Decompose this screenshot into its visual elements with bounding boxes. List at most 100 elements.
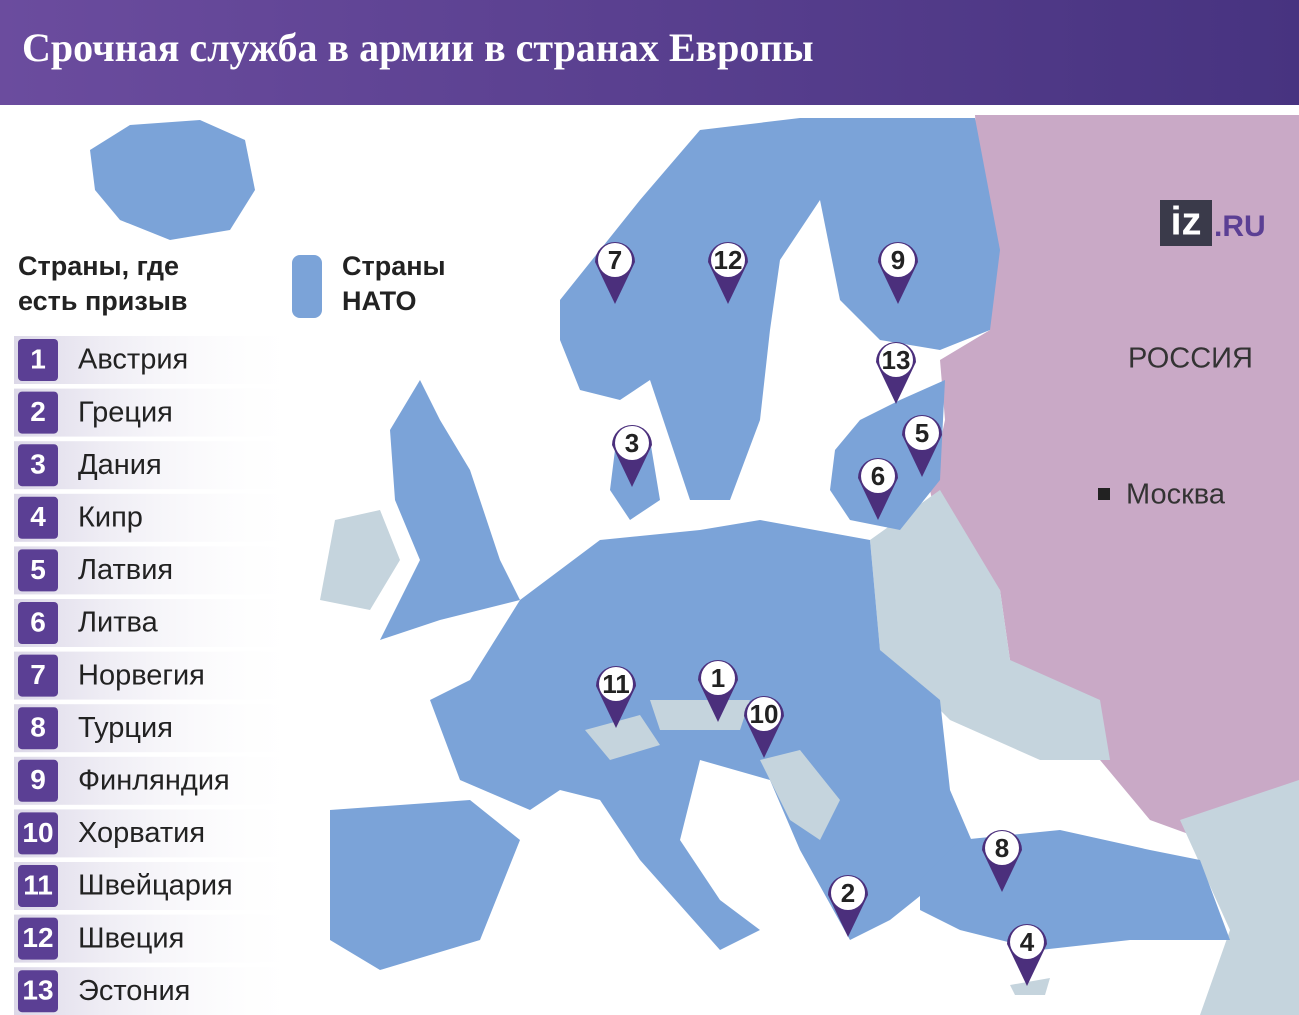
number-box xyxy=(18,917,58,960)
pin-label: 8 xyxy=(995,833,1009,863)
country-name: Швейцария xyxy=(78,870,233,902)
row-background xyxy=(14,388,304,437)
number-box xyxy=(18,391,58,434)
map: Москва РОССИЯ xyxy=(90,115,1299,1015)
pin-label: 12 xyxy=(714,245,743,275)
row-background xyxy=(14,967,304,1015)
country-name: Турция xyxy=(78,712,173,744)
row-background xyxy=(14,336,304,384)
pin-label: 5 xyxy=(915,418,929,448)
city-label: Москва xyxy=(1126,479,1226,511)
iceland xyxy=(90,120,255,240)
pin-face xyxy=(879,343,913,377)
row-background xyxy=(14,862,304,910)
number-box xyxy=(18,970,58,1013)
pin-label: 11 xyxy=(602,669,630,699)
great-britain xyxy=(380,380,520,640)
row-number: 13 xyxy=(22,975,53,1006)
row-background xyxy=(14,756,304,805)
row-background xyxy=(14,599,304,647)
row-background xyxy=(14,546,304,595)
number-box xyxy=(18,707,58,750)
row-number: 7 xyxy=(30,659,46,690)
country-name: Дания xyxy=(78,449,162,481)
pin-label: 1 xyxy=(711,663,725,693)
country-name: Кипр xyxy=(78,501,143,533)
row-number: 11 xyxy=(23,869,53,900)
row-number: 3 xyxy=(30,449,46,480)
row-number: 2 xyxy=(30,396,46,427)
number-box xyxy=(18,339,58,381)
row-number: 8 xyxy=(30,712,46,743)
pin-label: 7 xyxy=(608,245,622,275)
row-background xyxy=(14,809,304,858)
pin-face xyxy=(701,661,735,695)
pin-face xyxy=(905,416,939,450)
pin-face xyxy=(711,243,745,277)
pin-face xyxy=(599,667,633,701)
iberia xyxy=(330,800,520,970)
row-background xyxy=(14,651,304,700)
number-box xyxy=(18,549,58,592)
title: Срочная служба в армии в странах Европы xyxy=(22,25,814,70)
legend-conscription: Страны, где есть призыв xyxy=(18,251,187,316)
number-box xyxy=(18,654,58,697)
central-europe xyxy=(430,520,980,950)
row-number: 9 xyxy=(30,764,46,795)
country-name: Хорватия xyxy=(78,817,205,849)
country-name: Финляндия xyxy=(78,764,230,796)
logo-box xyxy=(1160,200,1212,246)
pin-label: 6 xyxy=(871,461,885,491)
pin-face xyxy=(881,243,915,277)
number-box xyxy=(18,444,58,487)
nato-swatch xyxy=(292,255,322,318)
balkans-non-nato xyxy=(760,750,840,840)
pin-label: 10 xyxy=(750,699,779,729)
switzerland xyxy=(585,715,660,760)
pin-label: 3 xyxy=(625,428,639,458)
country-name: Литва xyxy=(78,607,159,639)
logo-mark: iz xyxy=(1170,200,1201,244)
number-box xyxy=(18,602,58,644)
row-number: 12 xyxy=(22,922,53,953)
pin-face xyxy=(1010,925,1044,959)
row-number: 6 xyxy=(30,606,46,637)
row-number: 4 xyxy=(30,501,46,532)
number-box xyxy=(18,812,58,855)
austria xyxy=(650,700,750,730)
country-name: Греция xyxy=(78,396,173,428)
legend-nato: Страны xyxy=(342,251,446,281)
country-label: РОССИЯ xyxy=(1128,343,1253,375)
pin-label: 2 xyxy=(841,878,855,908)
country-name: Эстония xyxy=(78,975,190,1007)
country-name: Австрия xyxy=(78,344,188,376)
scandinavia xyxy=(560,118,1000,500)
ireland xyxy=(320,510,400,610)
moscow-marker xyxy=(1098,488,1110,500)
row-background xyxy=(14,441,304,490)
country-name: Норвегия xyxy=(78,659,205,691)
pin-label: 4 xyxy=(1020,927,1035,957)
logo-suffix: .RU xyxy=(1214,210,1266,243)
logo: iz .RU xyxy=(1160,200,1266,246)
legend: Страны, где есть призыв Страны НАТО xyxy=(18,251,446,318)
pin-face xyxy=(598,243,632,277)
pin-face xyxy=(831,876,865,910)
number-box xyxy=(18,496,58,539)
pin-face xyxy=(615,426,649,460)
row-number: 1 xyxy=(30,343,46,374)
pin-label: 9 xyxy=(891,245,905,275)
number-box xyxy=(18,759,58,802)
number-box xyxy=(18,865,58,907)
pin-label: 13 xyxy=(882,345,911,375)
pin-face xyxy=(747,697,781,731)
country-name: Латвия xyxy=(78,554,173,586)
row-background xyxy=(14,914,304,963)
pin-face xyxy=(861,459,895,493)
row-background xyxy=(14,704,304,753)
row-number: 5 xyxy=(30,554,46,585)
row-background xyxy=(14,493,304,542)
row-number: 10 xyxy=(22,817,53,848)
country-list: 1 Австрия 2 Греция 3 Дания 4 Кипр 5 Латвия 6 Литва 7… xyxy=(14,336,304,1015)
